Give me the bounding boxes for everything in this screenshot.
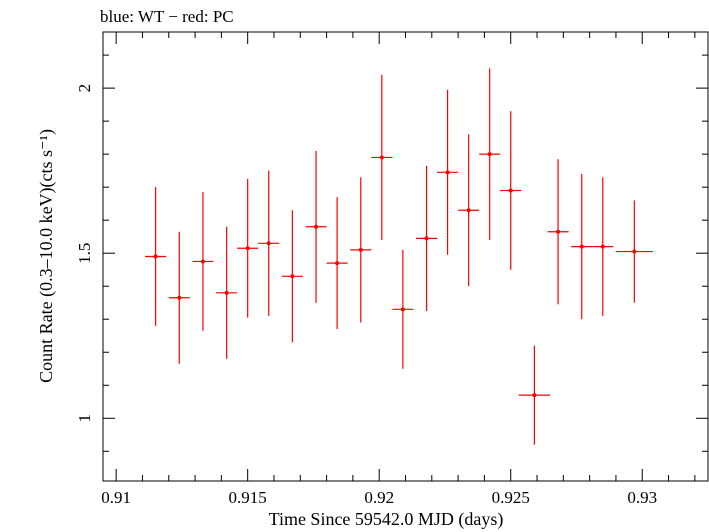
point-marker [487, 152, 492, 157]
y-tick-label: 1 [75, 414, 94, 423]
data-point [392, 249, 414, 369]
data-point [168, 231, 190, 364]
point-marker [358, 247, 363, 252]
point-marker [424, 236, 429, 241]
x-tick-label: 0.925 [492, 488, 530, 507]
x-axis-label: Time Since 59542.0 MJD (days) [269, 509, 504, 530]
x-tick-label: 0.915 [229, 488, 267, 507]
point-marker [245, 246, 250, 251]
point-marker [532, 393, 537, 398]
data-point [371, 74, 393, 240]
chart-title: blue: WT − red: PC [100, 7, 234, 26]
point-marker [600, 244, 605, 249]
x-tick-label: 0.92 [364, 488, 394, 507]
data-point [216, 226, 238, 359]
point-marker [266, 241, 271, 246]
point-marker [177, 295, 182, 300]
data-point [500, 111, 522, 270]
x-tick-label: 0.91 [101, 488, 131, 507]
data-point [192, 192, 214, 331]
data-point [281, 210, 303, 343]
data-point [145, 187, 167, 326]
data-points-group [145, 68, 653, 445]
data-point [592, 177, 614, 316]
point-marker [579, 244, 584, 249]
point-marker [466, 208, 471, 213]
data-point [258, 170, 280, 316]
point-marker [335, 261, 340, 266]
point-marker [153, 254, 158, 259]
y-tick-label: 1.5 [75, 243, 94, 264]
data-point [350, 177, 372, 323]
point-marker [290, 274, 295, 279]
data-point [547, 159, 569, 305]
point-marker [632, 249, 637, 254]
data-point [518, 345, 551, 445]
data-point [437, 89, 459, 255]
point-marker [224, 290, 229, 295]
y-axis-label: Count Rate (0.3–10.0 keV)(cts s⁻¹) [36, 129, 57, 383]
data-point [237, 178, 259, 318]
point-marker [379, 155, 384, 160]
data-point [305, 150, 327, 303]
point-marker [445, 170, 450, 175]
point-marker [200, 259, 205, 264]
data-point [326, 197, 348, 330]
data-point [416, 165, 438, 311]
axis-ticks-group: 0.91 0.915 0.92 0.925 0.93 1 1.5 2 [75, 32, 708, 507]
plot-frame-group [102, 31, 709, 482]
point-marker [556, 229, 561, 234]
data-point [479, 68, 501, 240]
point-marker [508, 188, 513, 193]
data-point [458, 134, 480, 287]
data-point [615, 200, 653, 303]
point-marker [314, 224, 319, 229]
data-point [571, 173, 593, 320]
y-tick-label: 2 [75, 84, 94, 93]
point-marker [400, 307, 405, 312]
plot-frame [102, 31, 709, 482]
x-tick-label: 0.93 [627, 488, 657, 507]
